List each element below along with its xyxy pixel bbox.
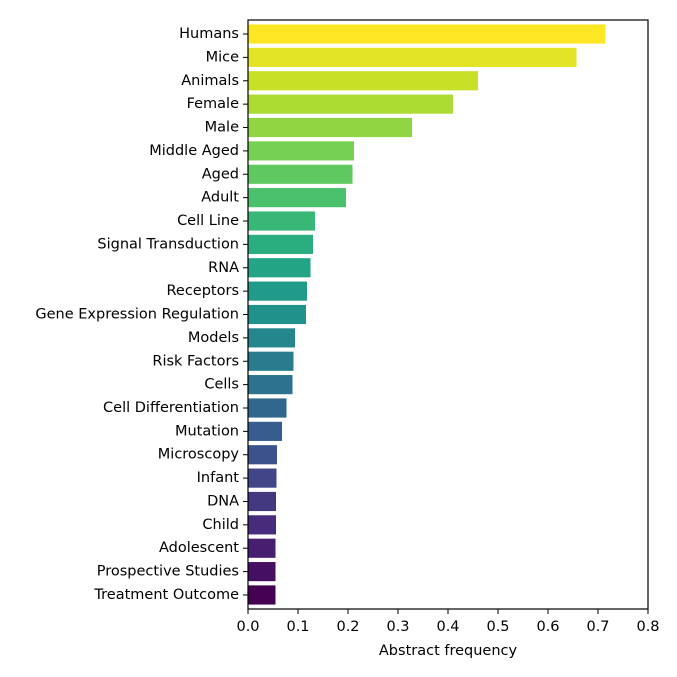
category-label: Animals (181, 73, 239, 89)
category-labels: Humans Mice Animals Female Male Middle Aged Ag… (35, 26, 248, 603)
x-tick-label: 0.8 (636, 619, 659, 635)
category-label: Prospective Studies (97, 564, 239, 580)
bars-group (248, 24, 606, 605)
bar-child (248, 515, 276, 535)
category-label: DNA (207, 493, 239, 509)
x-tick-label: 0.1 (286, 619, 309, 635)
category-label: Adolescent (159, 540, 239, 556)
category-label: Cell Differentiation (103, 400, 239, 416)
bar-middle-aged (248, 141, 354, 161)
category-label: Adult (201, 190, 239, 206)
bar-female (248, 94, 453, 114)
x-tick-label: 0.2 (336, 619, 359, 635)
category-label: Infant (197, 470, 240, 486)
bar-prospective-studies (248, 562, 276, 582)
category-label: Female (187, 96, 240, 112)
bar-gene-expression-regulation (248, 304, 306, 325)
category-label: Receptors (166, 283, 239, 299)
x-tick-label: 0.4 (436, 619, 459, 635)
bar-rna (248, 258, 311, 278)
category-label: Risk Factors (152, 353, 239, 369)
bar-cell-line (248, 211, 315, 231)
category-label: Treatment Outcome (93, 587, 239, 603)
bar-receptors (248, 281, 307, 301)
x-tick-label: 0.5 (486, 619, 509, 635)
category-label: Middle Aged (149, 143, 239, 159)
category-label: Aged (202, 166, 239, 182)
plot-frame (247, 19, 649, 610)
bar-treatment-outcome (248, 585, 276, 605)
category-label: Signal Transduction (97, 236, 239, 252)
bar-models (248, 328, 295, 348)
x-tick-label: 0.6 (536, 619, 559, 635)
bar-humans (248, 24, 606, 44)
category-label: Microscopy (158, 447, 240, 463)
category-label: Cells (204, 377, 239, 393)
bar-signal-transduction (248, 234, 313, 254)
bar-animals (248, 71, 478, 91)
x-tick-label: 0.0 (236, 619, 259, 635)
x-tick-label: 0.7 (586, 619, 609, 635)
bar-adolescent (248, 538, 276, 558)
bar-cell-differentiation (248, 398, 287, 418)
bar-mutation (248, 421, 282, 441)
category-label: Mice (206, 49, 240, 65)
x-axis-title: Abstract frequency (379, 643, 518, 659)
category-label: Models (188, 330, 239, 346)
bar-adult (248, 188, 346, 208)
category-label: Humans (179, 26, 239, 42)
bar-male (248, 117, 412, 138)
bar-mice (248, 47, 577, 67)
category-label: Mutation (175, 423, 239, 439)
bar-aged (248, 164, 353, 184)
category-label: Male (205, 120, 239, 136)
bar-cells (248, 375, 293, 395)
category-label: Gene Expression Regulation (35, 307, 239, 323)
category-label: Child (202, 517, 239, 533)
x-tick-label: 0.3 (386, 619, 409, 635)
category-label: RNA (208, 260, 239, 276)
x-axis-ticks: 0.0 0.1 0.2 0.3 0.4 0.5 0.6 0.7 0.8 (236, 609, 660, 635)
bar-risk-factors (248, 351, 294, 371)
bar-microscopy (248, 445, 277, 465)
bar-infant (248, 468, 277, 488)
bar-dna (248, 491, 276, 512)
category-label: Cell Line (177, 213, 239, 229)
